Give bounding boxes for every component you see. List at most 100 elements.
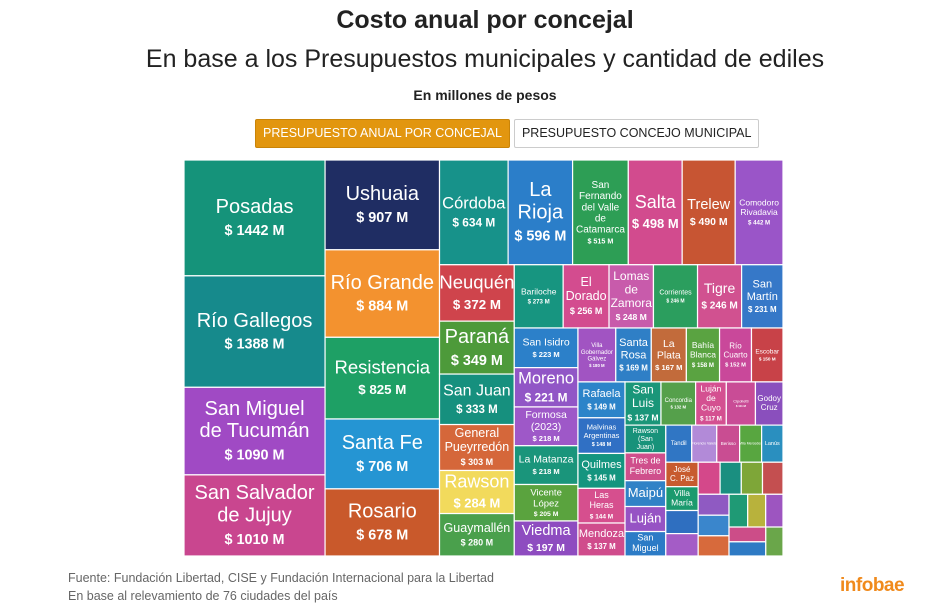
- tile-value-label: $ 144 M: [590, 513, 613, 520]
- tile-label-line: Fernando: [579, 191, 622, 202]
- tile: [183, 275, 326, 388]
- tile-label: Escobar: [755, 348, 780, 355]
- tile-value-label: $ 498 M: [632, 216, 679, 231]
- tile-value-label: $ 1010 M: [225, 532, 285, 548]
- tile-label: Luján de Cuyo: [701, 384, 722, 413]
- tile-value-label: $ 246 M: [666, 298, 684, 304]
- tile-label-line: de Jujuy: [217, 505, 292, 527]
- tile-label: Córdoba: [442, 194, 506, 212]
- tile-label: Cipolletti: [733, 399, 748, 404]
- tile-value-label: $ 884 M: [356, 299, 408, 315]
- tile-label-line: Gobernador: [581, 350, 613, 356]
- tile: [513, 406, 579, 447]
- tile: [324, 336, 441, 420]
- tile: [681, 159, 736, 266]
- tile-label-line: Luis: [632, 396, 654, 410]
- tile-label-line: San Salvador: [194, 482, 314, 504]
- tile: [438, 512, 515, 557]
- tile-label: Río Gallegos: [197, 310, 313, 332]
- tile: [324, 159, 441, 251]
- tile-value-label: $ 167 M: [655, 363, 682, 372]
- tile: [627, 159, 683, 266]
- tile-label-line: Rosa: [621, 349, 648, 361]
- tile: [747, 493, 767, 528]
- unit-note: En millones de pesos: [413, 87, 557, 103]
- tile-value-label: $ 169 M: [619, 364, 648, 373]
- source-note: Fuente: Fundación Libertad, CISE y Funda…: [68, 571, 494, 585]
- tile-label-line: Heras: [589, 501, 614, 511]
- tile: [438, 264, 515, 322]
- tile: [718, 327, 753, 383]
- tile-label-line: Febrero: [630, 466, 662, 476]
- tile: [765, 526, 784, 557]
- tile-label-line: López: [533, 498, 559, 509]
- tile-value-label: $ 333 M: [456, 404, 498, 416]
- tile-value-label: $ 442 M: [748, 219, 770, 226]
- tile-label: General Pueyrredón: [445, 427, 510, 455]
- tile-label: San Martín: [747, 279, 778, 303]
- tile-value-label: $ 150 M: [759, 357, 776, 362]
- tile: [513, 327, 579, 369]
- tile-value-label: $ 221 M: [525, 390, 568, 404]
- tile-label: La Rioja: [518, 179, 564, 223]
- tile-label-line: Godoy: [757, 394, 781, 403]
- tile-value-label: $ 158 M: [692, 362, 714, 369]
- tile-label-line: Zamora: [611, 296, 653, 310]
- tile-value-label: $ 231 M: [748, 305, 777, 314]
- tile-label: Godoy Cruz: [757, 394, 781, 412]
- tile-label: Tigre: [704, 280, 736, 296]
- tile: [697, 493, 730, 516]
- tile-value-label: $ 280 M: [461, 537, 494, 547]
- tile-label-line: Vicente: [530, 487, 562, 498]
- tile-label: Santa Fe: [342, 432, 423, 454]
- tile-label: Rawson: [444, 472, 509, 492]
- tile-label-line: Catamarca: [576, 224, 625, 235]
- tile-value-label: $ 152 M: [725, 362, 746, 368]
- tile: [765, 493, 784, 528]
- tile-label-line: de: [706, 393, 716, 403]
- tile-label: Maipú: [628, 485, 663, 500]
- tile-label-line: Plata: [657, 349, 681, 361]
- tile-value-label: $ 137 M: [587, 542, 616, 551]
- tile-value-label: $ 634 M: [452, 216, 495, 230]
- tile: [507, 159, 574, 266]
- tile: [624, 381, 662, 426]
- tab-active[interactable]: PRESUPUESTO ANUAL POR CONCEJAL: [255, 119, 510, 148]
- tile-label: Bariloche: [521, 286, 557, 296]
- tile-value-label: $ 149 M: [587, 402, 616, 411]
- tile: [324, 418, 441, 490]
- tile-label-line: Martín: [747, 291, 778, 303]
- tile-label: Mendoza: [579, 528, 625, 540]
- tile-label: Paraná: [445, 326, 510, 348]
- tile-label: Ushuaia: [346, 183, 420, 205]
- tile-value-label: $ 490 M: [690, 217, 728, 228]
- tile-label-line: Lomas: [613, 269, 649, 283]
- tile: [577, 452, 626, 489]
- tile-label: Villa Gobernador Gálvez: [581, 343, 613, 362]
- tile-value-label: $ 273 M: [528, 299, 550, 306]
- tile-label: Rafaela: [583, 388, 622, 400]
- tile-value-label: $ 256 M: [570, 306, 603, 316]
- tile-label-line: del Valle: [582, 202, 620, 213]
- tile-label: Moreno: [518, 369, 574, 387]
- tile-label-line: Cruz: [761, 403, 778, 412]
- tile-label-line: Rioja: [518, 202, 564, 224]
- tile-label: Malvinas Argentinas: [584, 423, 620, 440]
- tab[interactable]: PRESUPUESTO CONCEJO MUNICIPAL: [513, 119, 760, 148]
- tile-label-line: Argentinas: [584, 431, 620, 440]
- tab-bar: PRESUPUESTO ANUAL POR CONCEJAL PRESUPUES…: [255, 119, 760, 148]
- tile-label-line: de Tucumán: [199, 420, 309, 442]
- tile: [728, 526, 767, 543]
- tile-label-line: Miguel: [632, 543, 659, 553]
- tile-label: Viedma: [522, 523, 572, 539]
- tile-label: San Salvador de Jujuy: [194, 482, 314, 526]
- tile-label: Lomas de Zamora: [611, 269, 653, 310]
- tile-value-label: $ 678 M: [356, 528, 408, 544]
- tile-value-label: $ 1442 M: [225, 223, 285, 239]
- tile-label-line: Dorado: [566, 289, 607, 303]
- tile-value-label: $ 145 M: [587, 473, 616, 482]
- tile-value-label: $ 205 M: [534, 511, 559, 518]
- tile-label-line: Juan): [637, 444, 655, 451]
